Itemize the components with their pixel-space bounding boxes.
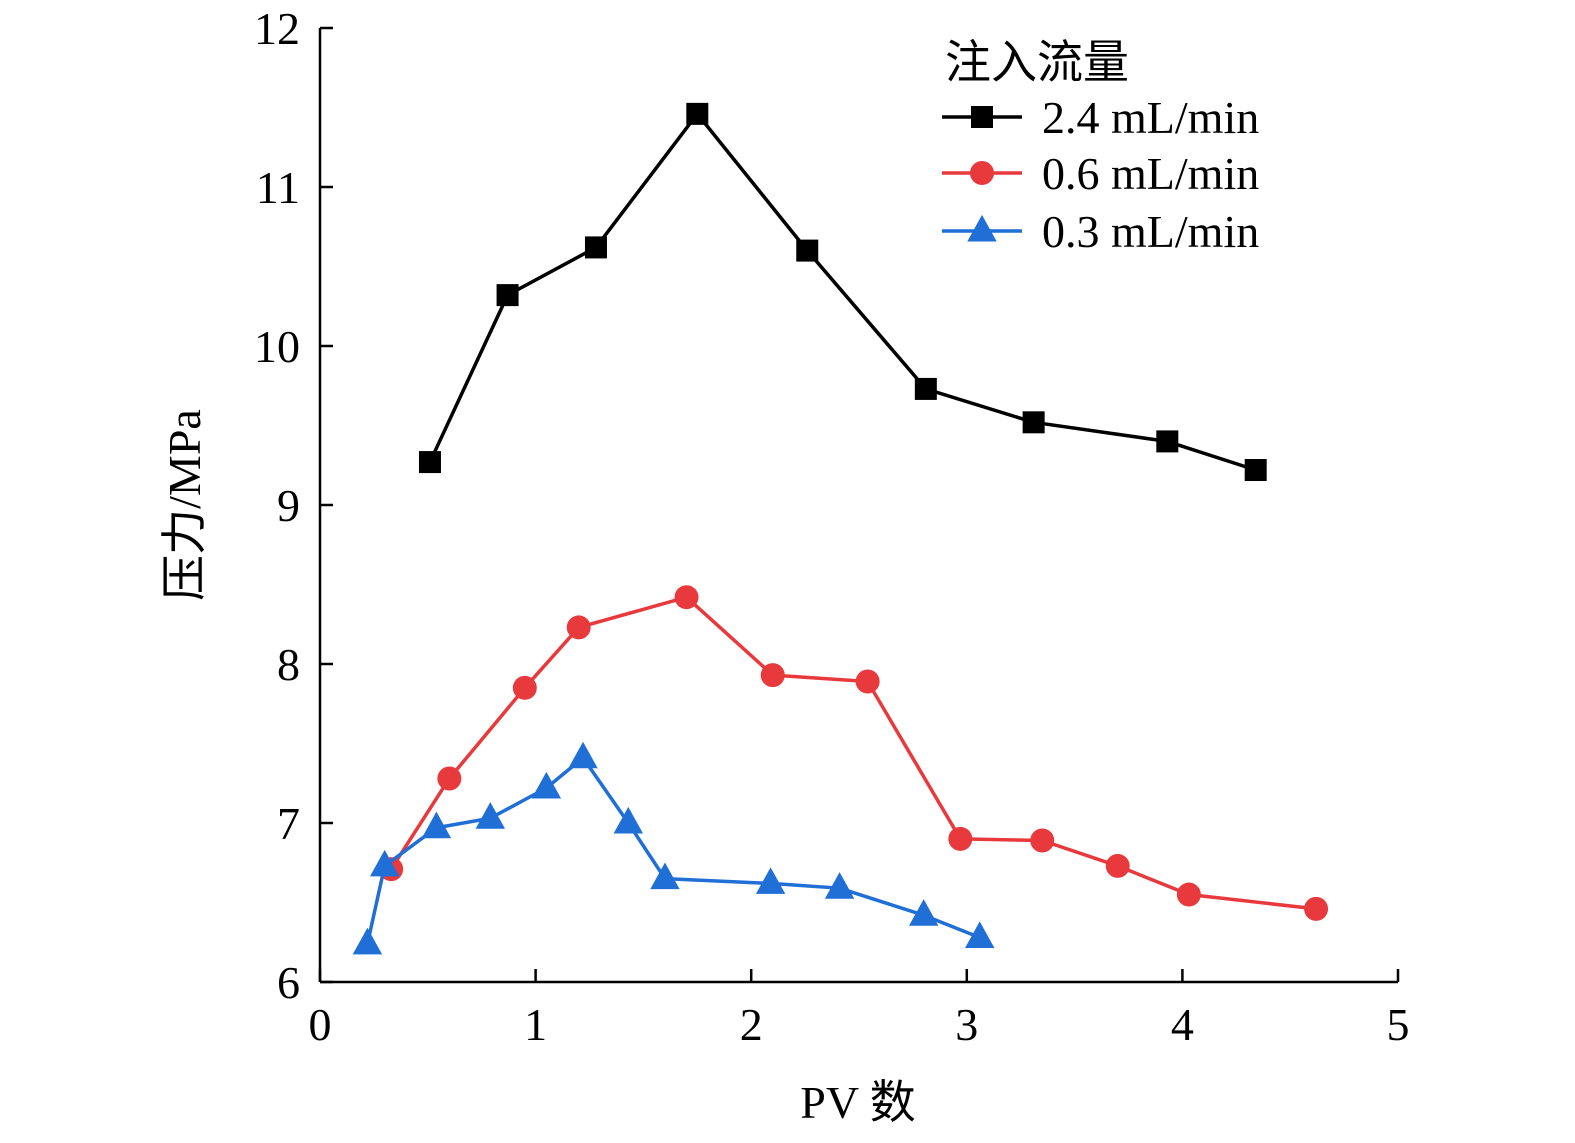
x-tick-label: 1 bbox=[524, 999, 547, 1050]
x-tick-label: 4 bbox=[1171, 999, 1194, 1050]
data-point bbox=[531, 771, 562, 799]
series-square bbox=[418, 102, 1267, 482]
legend-entry: 0.6 mL/min bbox=[942, 148, 1259, 199]
x-axis-label: PV 数 bbox=[800, 1077, 915, 1128]
data-point bbox=[686, 102, 709, 125]
y-tick-label: 12 bbox=[254, 3, 300, 54]
y-axis-label: 压力/MPa bbox=[159, 409, 210, 601]
series-line bbox=[365, 756, 981, 945]
y-tick-label: 10 bbox=[254, 321, 300, 372]
legend-label: 2.4 mL/min bbox=[1042, 92, 1259, 143]
legend-marker bbox=[970, 161, 994, 185]
data-point bbox=[1304, 896, 1329, 921]
data-point bbox=[824, 872, 855, 899]
data-point bbox=[674, 585, 699, 610]
data-point bbox=[418, 451, 441, 474]
y-tick-label: 8 bbox=[277, 639, 300, 690]
y-tick-label: 9 bbox=[277, 480, 300, 531]
data-point bbox=[421, 811, 452, 839]
y-tick-label: 6 bbox=[277, 957, 300, 1008]
x-tick-label: 5 bbox=[1387, 999, 1410, 1050]
data-point bbox=[1176, 882, 1201, 907]
data-point bbox=[1030, 828, 1055, 853]
x-tick-label: 2 bbox=[740, 999, 763, 1050]
legend-entry: 2.4 mL/min bbox=[942, 92, 1259, 143]
series-group bbox=[352, 102, 1329, 955]
data-point bbox=[855, 669, 880, 694]
data-point bbox=[568, 741, 598, 769]
y-tick-label: 7 bbox=[277, 798, 300, 849]
x-tick-label: 3 bbox=[955, 999, 978, 1050]
data-point bbox=[1105, 853, 1130, 878]
series-triangle bbox=[352, 741, 995, 955]
legend-label: 0.6 mL/min bbox=[1042, 148, 1259, 199]
data-point bbox=[755, 867, 786, 894]
data-point bbox=[584, 236, 607, 259]
data-point bbox=[352, 927, 383, 955]
data-point bbox=[796, 239, 819, 262]
data-point bbox=[650, 862, 680, 890]
data-point bbox=[369, 849, 400, 877]
data-point bbox=[566, 615, 591, 640]
data-point bbox=[613, 806, 644, 834]
data-point bbox=[1022, 411, 1045, 434]
series-line bbox=[389, 595, 1317, 911]
data-point bbox=[496, 284, 519, 307]
data-point bbox=[1244, 459, 1267, 482]
legend-label: 0.3 mL/min bbox=[1042, 206, 1259, 257]
data-point bbox=[914, 377, 937, 400]
data-point bbox=[760, 663, 785, 688]
legend-title: 注入流量 bbox=[945, 37, 1129, 88]
data-point bbox=[475, 802, 506, 829]
data-point bbox=[437, 766, 462, 791]
legend-marker bbox=[967, 214, 997, 242]
data-point bbox=[948, 826, 973, 851]
data-point bbox=[512, 675, 537, 700]
x-tick-label: 0 bbox=[309, 999, 332, 1050]
legend-marker bbox=[971, 106, 993, 128]
data-point bbox=[908, 899, 939, 926]
data-point bbox=[1156, 430, 1179, 453]
data-point bbox=[965, 921, 995, 948]
series-circle bbox=[379, 585, 1329, 921]
y-tick-label: 11 bbox=[256, 162, 300, 213]
legend-entry: 0.3 mL/min bbox=[942, 206, 1259, 257]
